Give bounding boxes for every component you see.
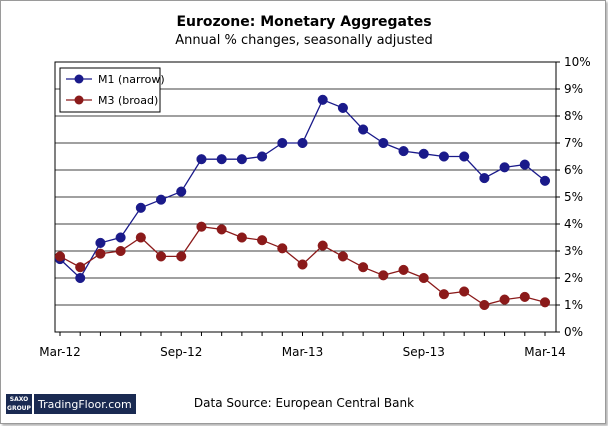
data-point <box>277 137 288 149</box>
data-point <box>519 159 530 170</box>
y-tick-marks <box>556 61 560 333</box>
data-point <box>317 240 328 251</box>
data-point <box>155 194 167 205</box>
data-point <box>358 124 369 135</box>
data-point <box>297 137 308 149</box>
data-point <box>499 294 510 305</box>
y-tick-label: 2% <box>564 271 583 285</box>
data-point <box>95 237 106 248</box>
x-tick-label: Sep-13 <box>403 345 445 359</box>
data-point <box>378 137 389 149</box>
series-2 <box>54 221 551 311</box>
series-1 <box>54 94 551 284</box>
y-tick-label: 3% <box>564 244 583 258</box>
data-point <box>176 251 187 262</box>
data-point <box>539 175 551 186</box>
y-tick-label: 1% <box>564 298 583 312</box>
legend: M1 (narrow) M3 (broad) <box>59 67 165 113</box>
data-point <box>337 102 348 113</box>
y-tick-label: 6% <box>564 163 583 177</box>
logo-top-text: SAXO <box>9 396 29 403</box>
data-point <box>337 251 348 262</box>
y-tick-label: 5% <box>564 190 583 204</box>
y-tick-label: 7% <box>564 136 583 150</box>
x-tick-labels: Mar-12 Sep-12 Mar-13 Sep-13 Mar-14 <box>39 345 565 359</box>
data-point <box>95 248 106 259</box>
y-tick-label: 0% <box>564 325 583 339</box>
series-layer <box>54 94 551 311</box>
legend-marker <box>74 95 84 105</box>
data-point <box>115 245 126 257</box>
data-point <box>54 251 66 262</box>
y-tick-label: 4% <box>564 217 583 231</box>
y-tick-labels: 0% 1% 2% 3% 4% 5% 6% 7% 8% 9% 10% <box>564 55 591 339</box>
data-point <box>418 272 429 284</box>
legend-marker <box>74 74 84 84</box>
data-point <box>398 264 409 275</box>
chart-subtitle: Annual % changes, seasonally adjusted <box>175 33 433 48</box>
data-point <box>358 262 369 273</box>
grid-lines <box>55 88 556 306</box>
chart-title: Eurozone: Monetary Aggregates <box>176 14 432 30</box>
data-point <box>479 299 490 311</box>
y-tick-label: 8% <box>564 109 583 123</box>
data-point <box>479 173 490 184</box>
data-point <box>519 291 530 302</box>
data-point <box>257 235 268 246</box>
y-tick-label: 10% <box>564 55 591 69</box>
x-tick-label: Sep-12 <box>160 345 202 359</box>
x-tick-label: Mar-14 <box>524 345 565 359</box>
data-point <box>196 221 207 232</box>
data-point <box>418 148 429 159</box>
data-point <box>176 186 187 197</box>
data-point <box>257 151 268 162</box>
data-point <box>236 232 247 243</box>
y-tick-label: 9% <box>564 82 583 96</box>
data-point <box>459 151 470 162</box>
data-point <box>115 232 126 243</box>
data-point <box>196 154 207 165</box>
data-point <box>378 270 389 281</box>
data-point <box>277 243 288 254</box>
data-point <box>236 154 247 165</box>
data-point <box>135 232 146 243</box>
x-tick-marks <box>59 332 546 336</box>
data-point <box>438 289 450 300</box>
legend-label: M1 (narrow) <box>98 73 165 86</box>
data-point <box>459 286 470 297</box>
data-point <box>539 297 551 308</box>
data-point <box>216 224 227 235</box>
data-point <box>75 262 86 273</box>
data-point <box>398 146 409 157</box>
data-point <box>216 154 227 165</box>
data-source: Data Source: European Central Bank <box>193 396 415 410</box>
data-point <box>75 272 86 284</box>
data-point <box>135 202 146 213</box>
data-point <box>438 151 450 162</box>
data-point <box>499 162 510 173</box>
tradingfloor-brand: TradingFloor.com <box>34 394 136 414</box>
x-tick-label: Mar-12 <box>39 345 80 359</box>
saxo-group-badge: SAXO GROUP <box>6 394 32 414</box>
x-tick-label: Mar-13 <box>282 345 323 359</box>
data-point <box>297 259 308 270</box>
data-point <box>155 251 167 262</box>
data-point <box>317 94 328 105</box>
legend-label: M3 (broad) <box>98 94 158 107</box>
saxo-logo: SAXO GROUP TradingFloor.com <box>6 394 136 414</box>
logo-bottom-text: GROUP <box>7 405 31 412</box>
